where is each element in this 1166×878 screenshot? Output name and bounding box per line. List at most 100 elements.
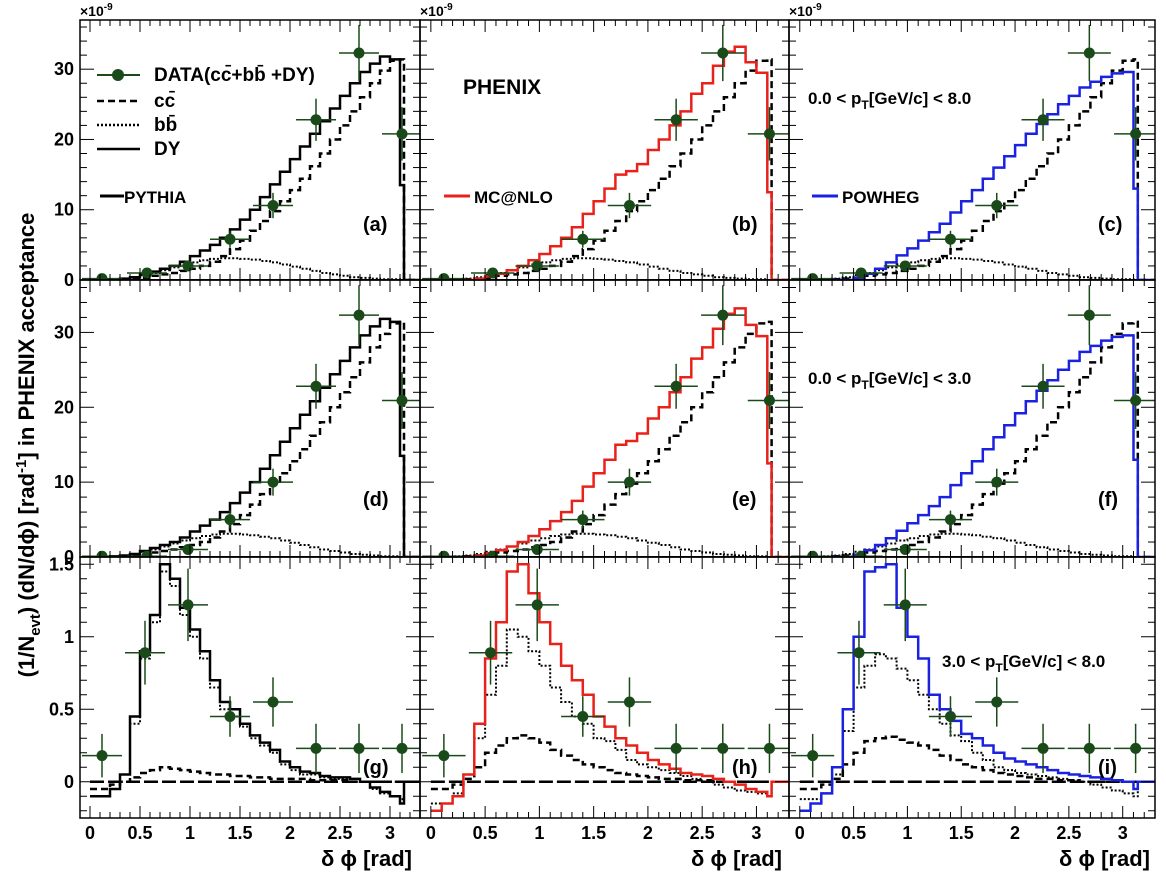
cc-curve: [799, 735, 1155, 791]
x-tick-label: 3: [751, 823, 761, 843]
y-tick-label: 30: [54, 322, 74, 342]
x-tick-label: 0: [85, 823, 95, 843]
exponent-label-col3: ×10-9: [789, 2, 822, 19]
legend-cc-label: cc̄: [154, 91, 176, 112]
data-point: [717, 742, 729, 754]
data-point: [944, 711, 956, 722]
panel-1-2: (f): [788, 279, 1156, 558]
data-point: [991, 476, 1003, 488]
data-point: [763, 742, 775, 754]
legend-powheg-label: POWHEG: [842, 188, 919, 207]
y-axis-title: (1/Nevt) (dN/dϕ) [rad-1] in PHENIX accep…: [13, 213, 44, 678]
data-point: [670, 114, 682, 126]
y-axis-title-end: ] in PHENIX acceptance: [14, 213, 39, 460]
data-point: [224, 514, 236, 526]
exponent-label-col2: ×10-9: [420, 2, 453, 19]
data-point: [944, 233, 956, 245]
data-point: [807, 273, 819, 280]
data-point: [485, 647, 497, 659]
data-point: [899, 260, 911, 272]
y-tick-label: 0: [64, 270, 74, 290]
cc-curve: [430, 320, 789, 557]
data-point: [623, 476, 635, 488]
cc-curve: [90, 320, 420, 557]
data-point: [224, 711, 236, 722]
data-point: [807, 550, 819, 557]
data-point: [717, 309, 729, 321]
x-tick-label: 1.5: [949, 823, 974, 843]
data-point: [141, 267, 153, 279]
pt-label-row1-post: [GeV/c] < 8.0: [869, 89, 972, 108]
panel-label: (h): [732, 757, 758, 779]
mcnlo-total-curve: [430, 307, 789, 557]
x-tick-label: 3: [385, 823, 395, 843]
y-axis-title-sub: evt: [27, 614, 44, 636]
data-point: [944, 514, 956, 526]
y-tick-label: 10: [54, 472, 74, 492]
data-point: [531, 544, 543, 556]
data-point: [577, 711, 589, 722]
pt-label-row2-post: [GeV/c] < 3.0: [869, 369, 972, 388]
data-point: [396, 128, 408, 140]
experiment-label: PHENIX: [463, 76, 541, 99]
exponent-label-col1: ×10-9: [80, 2, 113, 19]
data-point: [1083, 742, 1095, 754]
data-point: [531, 260, 543, 272]
panel-2-1-plot-area: [422, 563, 789, 813]
data-point: [577, 233, 589, 245]
data-point: [899, 544, 911, 556]
data-point: [353, 47, 365, 59]
x-tick-label: 2: [643, 823, 653, 843]
y-tick-label: 30: [54, 59, 74, 79]
pt-label-row1-sub: T: [861, 98, 869, 112]
x-tick-label: 2.5: [1056, 823, 1081, 843]
x-axis-title-col3: δ ϕ [rad]: [1059, 846, 1150, 871]
panel-1-2-plot-area: [791, 285, 1155, 557]
x-tick-label: 0.5: [473, 823, 498, 843]
y-tick-label: 1: [64, 627, 74, 647]
exponent-power-col2: -9: [444, 2, 453, 13]
legend-pythia-label: PYTHIA: [124, 188, 186, 207]
data-point: [353, 309, 365, 321]
y-tick-label: 1.5: [49, 554, 74, 574]
panel-label: (d): [363, 489, 389, 511]
x-tick-label: 0: [426, 823, 436, 843]
y-tick-label: 0: [64, 547, 74, 567]
pt-label-row1-pre: 0.0 < p: [808, 89, 861, 108]
y-tick-label: 20: [54, 129, 74, 149]
x-tick-label: 2: [285, 823, 295, 843]
panel-label: (f): [1098, 489, 1118, 511]
pt-label-row3-post: [GeV/c] < 8.0: [1003, 652, 1106, 671]
data-point: [855, 267, 867, 279]
data-point: [991, 696, 1003, 708]
panel-1-0: 0 10 20 30 (d): [54, 279, 421, 567]
data-point: [487, 550, 499, 557]
y-tick-label: 0.5: [49, 699, 74, 719]
y-axis-title-start: (1/N: [14, 636, 39, 678]
panel-2-0: 0 0.5 1 1.5 2 2.5 3 0 0.5 1 1.5 (g): [49, 554, 421, 843]
x-tick-label: 1: [185, 823, 195, 843]
cc-curve: [799, 58, 1155, 280]
cc-curve: [90, 766, 420, 791]
powheg-total-curve: [799, 563, 1155, 813]
panel-0-1-plot-area: [422, 24, 789, 280]
x-tick-label: 2: [1010, 823, 1020, 843]
panel-0-1: (b): [419, 19, 790, 281]
powheg-total-curve: [799, 70, 1155, 280]
exponent-base-col1: ×10: [80, 3, 104, 19]
data-point: [1130, 128, 1142, 140]
data-point: [96, 550, 108, 557]
data-point: [182, 544, 194, 556]
data-point: [96, 273, 108, 280]
data-point: [438, 550, 450, 557]
legend-data-label: DATA(cc̄+bb̄ +DY): [154, 65, 315, 86]
pt-label-row2-sub: T: [861, 378, 869, 392]
data-point: [1037, 742, 1049, 754]
pt-label-row2-pre: 0.0 < p: [808, 369, 861, 388]
data-point: [267, 696, 279, 708]
panel-label: (i): [1098, 757, 1117, 779]
data-point: [717, 47, 729, 59]
mcnlo-total-curve: [430, 563, 789, 813]
pt-label-row2: 0.0 < pT[GeV/c] < 3.0: [808, 369, 971, 392]
